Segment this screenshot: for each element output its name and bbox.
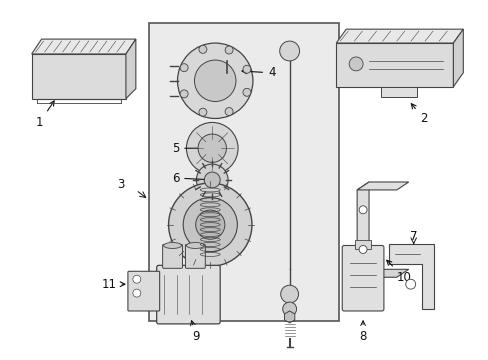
FancyBboxPatch shape <box>163 244 182 268</box>
Circle shape <box>198 134 226 162</box>
Polygon shape <box>336 43 452 87</box>
Text: 6: 6 <box>171 171 211 185</box>
Bar <box>380 87 416 96</box>
Circle shape <box>279 41 299 61</box>
Polygon shape <box>388 244 433 309</box>
FancyBboxPatch shape <box>342 246 383 311</box>
Text: 4: 4 <box>242 66 275 79</box>
Text: 3: 3 <box>117 179 124 192</box>
Circle shape <box>224 108 233 116</box>
FancyBboxPatch shape <box>156 265 220 324</box>
Circle shape <box>180 90 188 98</box>
Circle shape <box>194 60 236 102</box>
Polygon shape <box>356 182 368 277</box>
Bar <box>354 239 370 249</box>
Ellipse shape <box>163 243 181 248</box>
Circle shape <box>358 246 366 253</box>
Wedge shape <box>177 43 252 118</box>
Polygon shape <box>356 269 408 277</box>
Text: 10: 10 <box>386 260 410 284</box>
Text: 1: 1 <box>36 101 54 129</box>
Text: 7: 7 <box>409 230 417 243</box>
Circle shape <box>280 285 298 303</box>
Circle shape <box>133 289 141 297</box>
Ellipse shape <box>186 243 204 248</box>
Polygon shape <box>126 39 136 99</box>
Circle shape <box>243 88 250 96</box>
Circle shape <box>204 172 220 188</box>
Circle shape <box>195 210 224 239</box>
Circle shape <box>348 57 362 71</box>
Polygon shape <box>32 54 126 99</box>
Text: 9: 9 <box>190 321 200 343</box>
Circle shape <box>180 64 188 72</box>
Text: 8: 8 <box>359 321 366 343</box>
Circle shape <box>199 108 206 116</box>
Circle shape <box>199 45 206 53</box>
Circle shape <box>224 46 233 54</box>
Polygon shape <box>452 29 462 87</box>
Circle shape <box>168 183 251 266</box>
Bar <box>148 23 339 321</box>
Text: 2: 2 <box>410 104 427 125</box>
FancyBboxPatch shape <box>185 244 205 268</box>
Polygon shape <box>32 39 136 54</box>
Circle shape <box>243 65 250 73</box>
Circle shape <box>186 122 238 174</box>
Text: 11: 11 <box>102 278 124 291</box>
Circle shape <box>133 275 141 283</box>
FancyBboxPatch shape <box>128 271 160 311</box>
Circle shape <box>358 206 366 214</box>
Circle shape <box>282 302 296 316</box>
Circle shape <box>196 164 228 196</box>
Circle shape <box>183 198 237 252</box>
Polygon shape <box>284 311 294 323</box>
Text: 5: 5 <box>171 142 211 155</box>
Circle shape <box>405 279 415 289</box>
Polygon shape <box>336 29 462 43</box>
Polygon shape <box>356 182 408 190</box>
